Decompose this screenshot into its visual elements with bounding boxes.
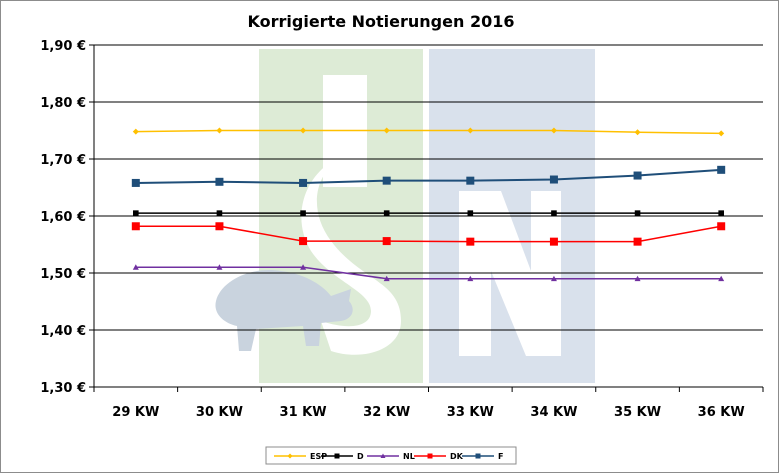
data-point <box>467 210 474 216</box>
data-point <box>633 237 642 246</box>
series-line <box>135 129 722 135</box>
legend-label: NL <box>403 452 415 461</box>
data-point <box>634 210 641 216</box>
legend-marker <box>475 453 481 459</box>
data-point <box>718 275 725 282</box>
y-tick-labels: 1,30 € 1,40 € 1,50 € 1,60 € 1,70 € 1,80 € 1,90… <box>40 39 86 396</box>
x-tick-label: 35 KW <box>614 405 661 420</box>
x-tick-label: 34 KW <box>530 405 577 420</box>
data-point <box>132 128 139 135</box>
data-point <box>718 210 724 216</box>
data-point <box>299 237 308 246</box>
chart-title: Korrigierte Notierungen 2016 <box>248 12 515 31</box>
legend: ESP D NL DK F <box>265 446 517 465</box>
x-tick-labels: 29 KW 30 KW 31 KW 32 KW 33 KW 34 KW 35 KW 36 KW <box>112 405 744 420</box>
y-tick-label: 1,80 € <box>40 96 86 111</box>
legend-item-esp: ESP <box>274 452 327 461</box>
data-point <box>467 127 474 134</box>
series-nl <box>132 264 725 282</box>
y-tick-label: 1,40 € <box>40 324 86 339</box>
y-tick-label: 1,50 € <box>40 267 86 282</box>
legend-label: DK <box>450 452 464 461</box>
legend-item-nl: NL <box>367 452 415 461</box>
data-point <box>382 176 391 185</box>
data-point <box>466 237 475 246</box>
data-point <box>717 222 726 231</box>
data-point <box>383 127 390 134</box>
data-point <box>300 127 307 134</box>
data-point <box>382 237 391 246</box>
data-point <box>131 222 140 231</box>
data-point <box>299 178 308 187</box>
legend-marker <box>380 453 386 458</box>
legend-marker <box>427 453 433 459</box>
data-point <box>215 177 224 186</box>
data-point <box>549 175 558 184</box>
data-point <box>550 275 557 282</box>
legend-label: F <box>498 452 503 461</box>
series-d <box>133 210 724 216</box>
series-esp <box>132 127 725 137</box>
series-line <box>135 168 722 184</box>
data-point <box>718 130 725 137</box>
data-point <box>300 264 307 270</box>
data-point <box>466 176 475 185</box>
data-point <box>549 237 558 246</box>
x-tick-label: 31 KW <box>280 405 327 420</box>
data-point <box>131 178 140 187</box>
data-point <box>634 275 641 282</box>
data-point <box>216 210 223 216</box>
data-point <box>467 275 474 282</box>
series-f <box>131 165 726 187</box>
series-dk <box>131 222 726 246</box>
axes <box>93 45 764 392</box>
series-line <box>135 225 722 243</box>
gridlines <box>89 44 763 388</box>
data-point <box>216 127 223 134</box>
data-point <box>550 127 557 134</box>
data-point <box>551 210 557 216</box>
data-point <box>383 275 390 282</box>
legend-item-dk: DK <box>414 452 464 461</box>
series-lines <box>131 127 726 282</box>
data-point <box>634 129 641 136</box>
x-tick-label: 36 KW <box>698 405 745 420</box>
legend-item-f: F <box>462 452 503 461</box>
data-point <box>633 171 642 180</box>
y-tick-label: 1,30 € <box>40 381 86 396</box>
data-point <box>215 222 224 231</box>
legend-label: ESP <box>310 452 327 461</box>
y-tick-label: 1,70 € <box>40 153 86 168</box>
data-point <box>216 264 223 270</box>
x-tick-label: 30 KW <box>196 405 243 420</box>
data-point <box>133 210 139 216</box>
x-tick-label: 33 KW <box>447 405 494 420</box>
data-point <box>383 210 390 216</box>
x-tick-label: 29 KW <box>112 405 159 420</box>
series-line <box>135 266 722 280</box>
y-tick-label: 1,60 € <box>40 210 86 225</box>
data-point <box>717 165 726 174</box>
legend-item-d: D <box>321 452 364 461</box>
data-point <box>300 210 306 216</box>
legend-marker <box>287 453 293 459</box>
y-tick-label: 1,90 € <box>40 39 86 54</box>
legend-marker <box>334 453 340 459</box>
legend-label: D <box>357 452 364 461</box>
x-tick-label: 32 KW <box>363 405 410 420</box>
data-point <box>132 264 139 270</box>
